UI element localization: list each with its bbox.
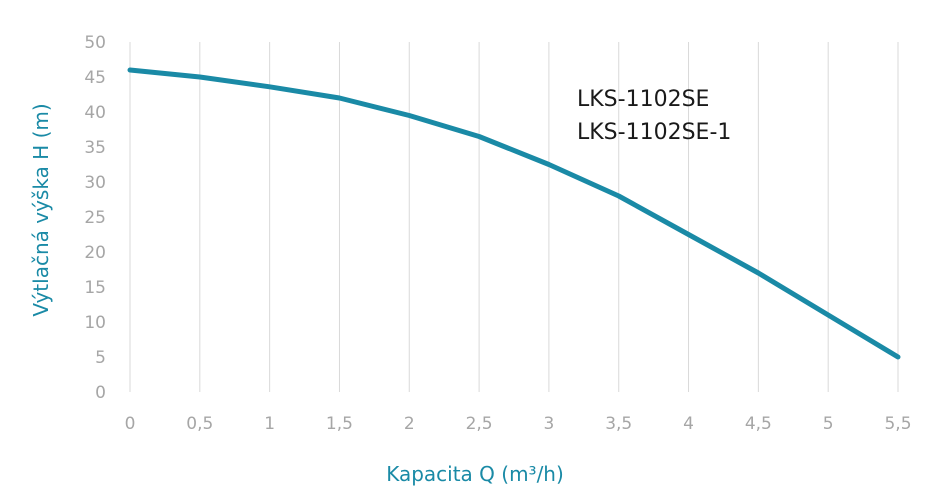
x-tick-label: 0,5 (186, 414, 213, 434)
y-tick-label: 35 (84, 138, 106, 158)
annotation-model-1: LKS-1102SE (577, 87, 709, 112)
y-axis-title: Výtlačná výška H (m) (29, 103, 53, 316)
x-tick-label: 2 (404, 414, 415, 434)
x-tick-label: 1 (264, 414, 275, 434)
tick-layer: 0 0,5 1 1,5 2 2,5 3 3,5 4 4,5 5 5,5 0 5 10 15 20 25 30 35 40… (84, 33, 911, 434)
x-tick-label: 3 (543, 414, 554, 434)
x-tick-label: 4 (683, 414, 694, 434)
y-tick-label: 5 (95, 348, 106, 368)
x-tick-label: 5 (823, 414, 834, 434)
y-tick-label: 45 (84, 68, 106, 88)
x-tick-label: 4,5 (745, 414, 772, 434)
x-tick-label: 2,5 (466, 414, 493, 434)
annotation-model-2: LKS-1102SE-1 (577, 120, 731, 145)
grid-layer (129, 42, 899, 392)
x-tick-label: 3,5 (605, 414, 632, 434)
x-tick-label: 5,5 (884, 414, 911, 434)
series-line (127, 67, 901, 360)
y-tick-label: 0 (95, 383, 106, 403)
y-tick-label: 30 (84, 173, 106, 193)
y-tick-label: 25 (84, 208, 106, 228)
x-tick-label: 0 (125, 414, 136, 434)
y-tick-label: 10 (84, 313, 106, 333)
x-tick-label: 1,5 (326, 414, 353, 434)
x-axis-title: Kapacita Q (m³/h) (386, 462, 564, 486)
y-tick-label: 40 (84, 103, 106, 123)
y-tick-label: 15 (84, 278, 106, 298)
y-tick-label: 20 (84, 243, 106, 263)
y-tick-label: 50 (84, 33, 106, 53)
series-layer (127, 67, 901, 360)
